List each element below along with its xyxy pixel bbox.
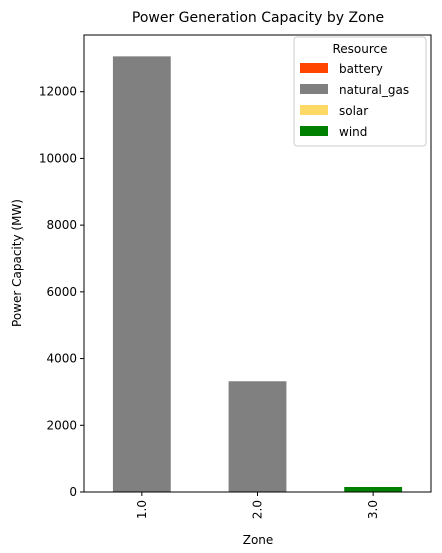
legend-title: Resource xyxy=(332,42,387,56)
y-tick-label: 2000 xyxy=(46,418,77,432)
y-tick-label: 6000 xyxy=(46,285,77,299)
bar-wind-3.0 xyxy=(344,486,403,492)
legend-swatch-natural_gas xyxy=(300,84,328,94)
y-tick-label: 8000 xyxy=(46,218,77,232)
legend-swatch-solar xyxy=(300,105,328,115)
legend-swatch-wind xyxy=(300,126,328,136)
legend-label-solar: solar xyxy=(339,104,368,118)
x-tick-label: 1.0 xyxy=(135,500,149,519)
x-axis: 1.0 2.0 3.0 xyxy=(135,492,380,519)
y-axis-label: Power Capacity (MW) xyxy=(10,199,24,327)
y-tick-label: 4000 xyxy=(46,352,77,366)
y-axis: 0 2000 4000 6000 8000 10000 12000 xyxy=(39,85,84,499)
chart-title: Power Generation Capacity by Zone xyxy=(132,10,384,26)
bar-natural_gas-1.0 xyxy=(112,56,171,492)
legend-label-natural_gas: natural_gas xyxy=(339,83,409,97)
y-tick-label: 0 xyxy=(69,485,77,499)
y-tick-label: 10000 xyxy=(39,151,77,165)
legend-label-wind: wind xyxy=(339,125,367,139)
plot-frame xyxy=(83,34,432,493)
y-tick-label: 12000 xyxy=(39,85,77,99)
x-axis-label: Zone xyxy=(243,533,274,547)
legend-swatch-battery xyxy=(300,63,328,73)
bars xyxy=(112,56,403,492)
legend-label-battery: battery xyxy=(339,62,383,76)
x-tick-label: 2.0 xyxy=(251,500,265,519)
x-tick-label: 3.0 xyxy=(366,500,380,519)
bar-natural_gas-2.0 xyxy=(228,381,287,492)
